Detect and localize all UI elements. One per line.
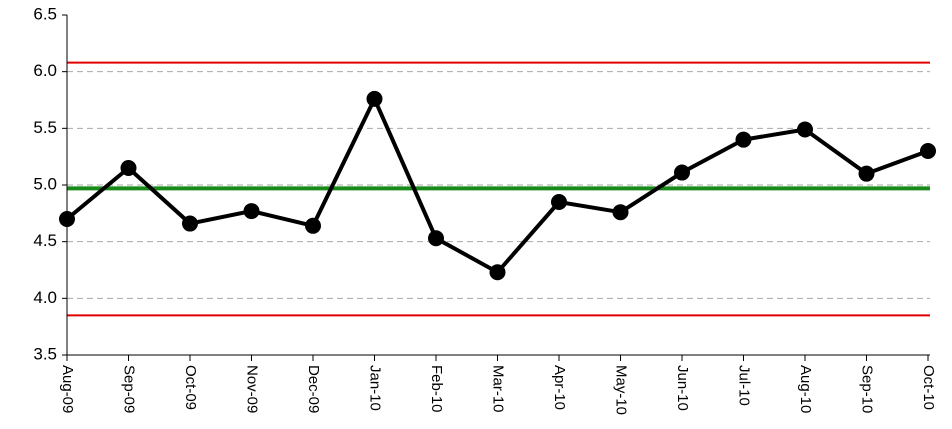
x-tick-label: Feb-10 (428, 365, 445, 413)
data-point (305, 217, 321, 234)
data-point (489, 264, 506, 281)
x-tick-label: Nov-09 (244, 365, 261, 413)
x-tick-label: Apr-10 (551, 365, 568, 410)
data-point (735, 131, 752, 148)
data-point (59, 211, 75, 227)
x-tick-label: Dec-09 (305, 365, 322, 413)
x-tick-label: Aug-10 (797, 365, 814, 413)
y-tick-label: 6.5 (33, 4, 57, 23)
x-tick-label: Jul-10 (736, 365, 753, 406)
x-tick-label: May-10 (613, 365, 630, 415)
y-tick-label: 6.0 (33, 61, 57, 80)
x-tick-label: Jan-10 (367, 365, 384, 411)
x-tick-label: Mar-10 (490, 365, 507, 413)
x-tick-label: Oct-10 (920, 365, 937, 410)
data-point (920, 143, 936, 159)
data-point (366, 90, 383, 107)
data-point (243, 203, 260, 220)
y-tick-label: 4.5 (33, 231, 57, 250)
data-point (612, 204, 629, 221)
data-point (120, 160, 137, 176)
x-tick-label: Sep-10 (859, 365, 876, 413)
x-tick-label: Sep-09 (121, 365, 138, 413)
data-point (674, 164, 690, 181)
y-tick-label: 5.0 (33, 174, 57, 193)
data-point (797, 121, 813, 138)
y-tick-label: 5.5 (33, 118, 57, 137)
y-tick-label: 3.5 (33, 344, 57, 363)
data-point (551, 194, 567, 210)
x-tick-label: Aug-09 (59, 365, 76, 413)
data-point (858, 165, 875, 182)
x-tick-label: Jun-10 (674, 365, 691, 411)
data-point (428, 230, 444, 247)
data-point (182, 215, 198, 232)
x-tick-label: Oct-09 (182, 365, 199, 410)
y-tick-label: 4.0 (33, 288, 57, 307)
